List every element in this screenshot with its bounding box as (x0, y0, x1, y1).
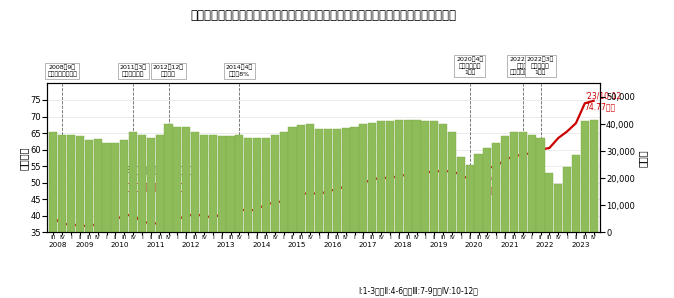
Bar (324, 130, 332, 232)
Bar (315, 130, 323, 232)
Bar (191, 132, 200, 232)
Bar (244, 138, 252, 232)
Bar (412, 120, 421, 232)
Bar (581, 121, 589, 232)
Bar (111, 143, 119, 232)
Bar (218, 136, 226, 232)
Bar (280, 132, 288, 232)
Y-axis label: （万円）: （万円） (19, 146, 29, 170)
Bar (359, 124, 367, 232)
Bar (156, 135, 164, 232)
Bar (76, 136, 84, 232)
Text: 平均成約㎡単価（左軸）: 平均成約㎡単価（左軸） (124, 183, 183, 192)
Bar (271, 135, 279, 232)
Bar (457, 156, 465, 232)
Bar (466, 165, 474, 232)
Bar (421, 121, 429, 232)
Bar (306, 124, 314, 232)
Bar (209, 135, 217, 232)
Text: 2014年4月
消費税8%: 2014年4月 消費税8% (226, 65, 253, 77)
Bar (519, 132, 527, 232)
Bar (448, 132, 456, 232)
Bar (94, 139, 102, 232)
Text: Ⅰ:1-3月　Ⅱ:4-6月　Ⅲ:7-9月　Ⅳ:10-12月: Ⅰ:1-3月 Ⅱ:4-6月 Ⅲ:7-9月 Ⅳ:10-12月 (358, 286, 478, 295)
Bar (235, 135, 243, 232)
Bar (164, 124, 173, 232)
Bar (501, 136, 509, 232)
Bar (200, 135, 208, 232)
Bar (439, 124, 447, 232)
Bar (572, 155, 580, 232)
Bar (102, 143, 111, 232)
Bar (377, 121, 385, 232)
Bar (545, 173, 553, 232)
Bar (129, 132, 137, 232)
Bar (563, 167, 571, 232)
Bar (528, 135, 536, 232)
Bar (537, 138, 545, 232)
Bar (297, 125, 305, 232)
Bar (554, 184, 562, 232)
Bar (120, 140, 128, 232)
Bar (138, 135, 146, 232)
Text: 3ヶ月平均在庫件数（右軸）: 3ヶ月平均在庫件数（右軸） (124, 165, 195, 174)
Bar (253, 138, 261, 232)
Bar (590, 120, 598, 232)
Bar (333, 130, 341, 232)
Bar (49, 132, 57, 232)
Bar (510, 132, 518, 232)
Bar (288, 127, 297, 232)
Text: 2008年9月
リーマンショック: 2008年9月 リーマンショック (47, 65, 78, 77)
Bar (404, 120, 412, 232)
Text: 2011年3月
東日本大震災: 2011年3月 東日本大震災 (119, 65, 147, 77)
Text: 首都圏（東京都・埼玉県・千葉県・神奈川県）中古マンション成約㎡単価・在庫件数: 首都圏（東京都・埼玉県・千葉県・神奈川県）中古マンション成約㎡単価・在庫件数 (191, 9, 456, 22)
Bar (492, 143, 500, 232)
Bar (226, 136, 235, 232)
Text: '20/4-6
52.44万円: '20/4-6 52.44万円 (470, 175, 501, 194)
Bar (368, 123, 376, 232)
Text: '23/10-12
74.77万円: '23/10-12 74.77万円 (585, 92, 621, 111)
Text: 2020年4月
緊急事態宣言
1回目: 2020年4月 緊急事態宣言 1回目 (456, 57, 483, 75)
Bar (342, 128, 350, 232)
Bar (386, 121, 394, 232)
Bar (182, 127, 190, 232)
Bar (67, 135, 75, 232)
Bar (262, 138, 270, 232)
Bar (474, 154, 483, 232)
Text: 2012年12月
政権交代: 2012年12月 政権交代 (153, 65, 184, 77)
Bar (85, 140, 93, 232)
Bar (483, 148, 491, 232)
Bar (395, 120, 403, 232)
Y-axis label: （件）: （件） (638, 149, 648, 167)
Text: 2022年2月
ロシア
ウクライナ侵攻: 2022年2月 ロシア ウクライナ侵攻 (509, 57, 537, 75)
Bar (430, 121, 438, 232)
Bar (350, 127, 359, 232)
Bar (58, 135, 66, 232)
Bar (147, 138, 155, 232)
Bar (173, 127, 181, 232)
Text: 2022年3月
米国利上げ
1回目: 2022年3月 米国利上げ 1回目 (527, 57, 554, 75)
